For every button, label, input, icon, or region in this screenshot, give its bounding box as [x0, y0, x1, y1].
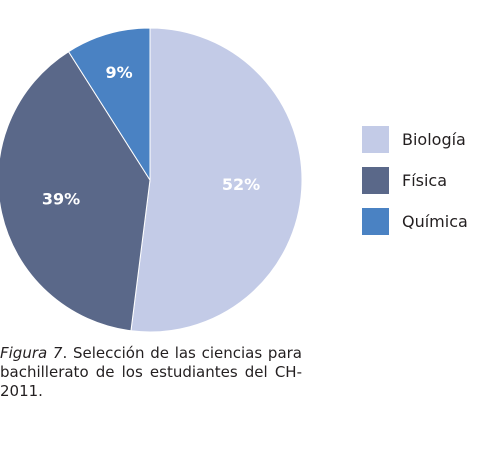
legend: Biología Física Química [362, 124, 468, 247]
legend-swatch-quimica [362, 207, 389, 235]
pie-slice-labels: 52% 39% 9% [42, 63, 260, 208]
legend-label-quimica: Química [402, 211, 468, 231]
figure-caption-text: . Selección de las ciencias para bachill… [0, 344, 302, 400]
legend-label-biologia: Biología [402, 129, 466, 149]
legend-label-fisica: Física [402, 170, 448, 190]
legend-swatch-fisica [362, 166, 389, 194]
pie-chart: 52% 39% 9% [0, 27, 303, 333]
pie-label-biologia: 52% [222, 175, 260, 194]
legend-swatch-biologia [362, 125, 389, 153]
legend-item-fisica: Física [362, 165, 468, 195]
pie-label-fisica: 39% [42, 189, 80, 208]
figure-label: Figura 7 [0, 344, 63, 362]
pie-slice-biologia [130, 27, 303, 333]
legend-item-quimica: Química [362, 206, 468, 236]
legend-item-biologia: Biología [362, 124, 468, 154]
figure-caption: Figura 7. Selección de las ciencias para… [0, 344, 302, 401]
pie-slices [0, 27, 303, 333]
pie-label-quimica: 9% [105, 63, 132, 82]
pie-slice-quimica [67, 27, 151, 182]
